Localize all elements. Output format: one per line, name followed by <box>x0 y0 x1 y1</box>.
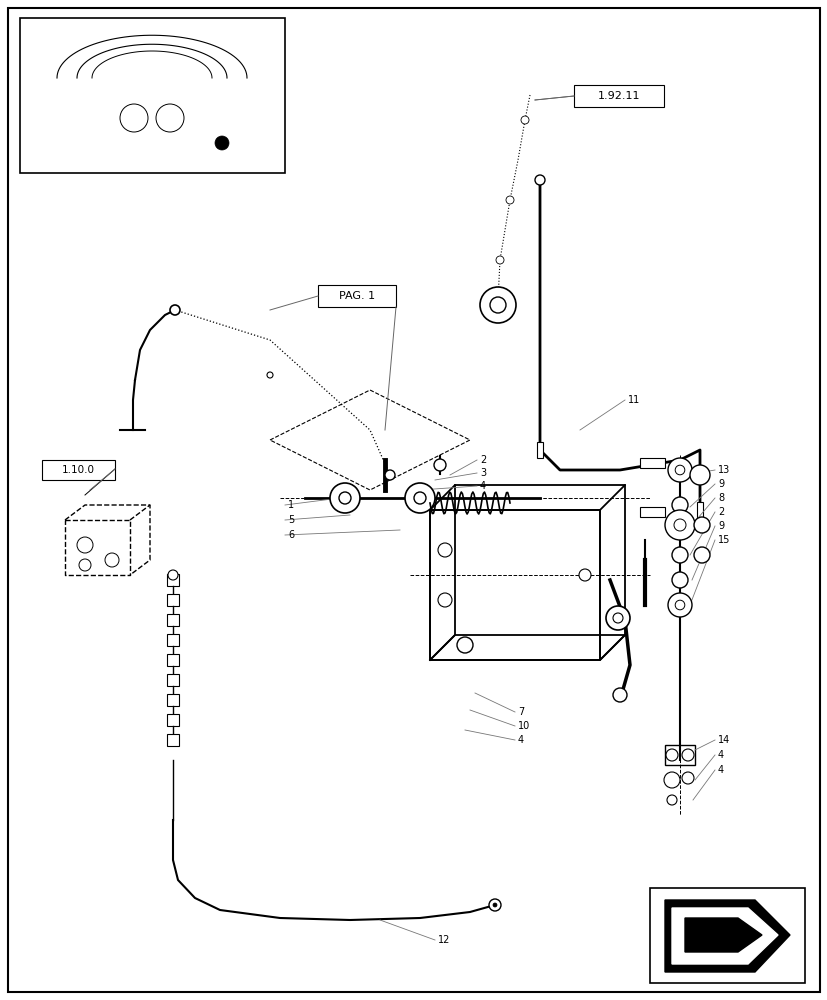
Text: 2: 2 <box>717 507 724 517</box>
Bar <box>167 674 179 686</box>
Circle shape <box>689 465 709 485</box>
Circle shape <box>338 492 351 504</box>
Text: 4: 4 <box>518 735 523 745</box>
Text: PAG. 1: PAG. 1 <box>338 291 375 301</box>
Text: 1.10.0: 1.10.0 <box>62 465 95 475</box>
Circle shape <box>664 510 694 540</box>
Bar <box>167 634 179 646</box>
Bar <box>573 85 663 107</box>
Bar <box>167 574 179 586</box>
Text: 4: 4 <box>717 765 724 775</box>
Bar <box>167 654 179 666</box>
Circle shape <box>665 749 677 761</box>
Circle shape <box>681 749 693 761</box>
Circle shape <box>505 196 514 204</box>
Bar <box>20 18 284 173</box>
Circle shape <box>693 517 709 533</box>
Text: 4: 4 <box>480 481 485 491</box>
Circle shape <box>492 903 496 907</box>
Polygon shape <box>664 900 789 972</box>
Polygon shape <box>684 918 761 952</box>
Circle shape <box>534 175 544 185</box>
Text: 11: 11 <box>627 395 639 405</box>
Bar <box>639 458 664 468</box>
Circle shape <box>414 492 425 504</box>
Bar <box>664 745 694 765</box>
Bar <box>167 694 179 706</box>
Text: 3: 3 <box>480 468 485 478</box>
Text: 1: 1 <box>288 500 294 510</box>
Text: 9: 9 <box>717 479 724 489</box>
Circle shape <box>674 600 684 610</box>
Circle shape <box>404 483 434 513</box>
Circle shape <box>667 795 676 805</box>
Circle shape <box>667 458 691 482</box>
Circle shape <box>663 772 679 788</box>
Bar <box>167 714 179 726</box>
Text: 14: 14 <box>717 735 729 745</box>
Text: 13: 13 <box>717 465 729 475</box>
Text: 8: 8 <box>717 493 724 503</box>
Circle shape <box>672 497 687 513</box>
Text: 7: 7 <box>518 707 523 717</box>
Polygon shape <box>672 908 777 964</box>
Circle shape <box>674 465 684 475</box>
Circle shape <box>437 543 452 557</box>
Circle shape <box>155 104 184 132</box>
Bar <box>537 442 543 458</box>
Text: 9: 9 <box>717 521 724 531</box>
Circle shape <box>170 305 179 315</box>
Circle shape <box>266 372 273 378</box>
Circle shape <box>672 547 687 563</box>
Circle shape <box>105 553 119 567</box>
Circle shape <box>437 593 452 607</box>
Circle shape <box>667 593 691 617</box>
Circle shape <box>168 570 178 580</box>
Bar <box>639 507 664 517</box>
Text: 12: 12 <box>437 935 450 945</box>
Circle shape <box>578 569 590 581</box>
Bar <box>167 734 179 746</box>
Circle shape <box>520 116 528 124</box>
Text: 10: 10 <box>518 721 529 731</box>
Text: 5: 5 <box>288 515 294 525</box>
Circle shape <box>330 483 360 513</box>
Circle shape <box>480 287 515 323</box>
Circle shape <box>681 772 693 784</box>
Bar <box>167 614 179 626</box>
Circle shape <box>495 256 504 264</box>
Text: 1.92.11: 1.92.11 <box>597 91 639 101</box>
Circle shape <box>673 519 686 531</box>
Circle shape <box>605 606 629 630</box>
Bar <box>42 460 115 480</box>
Text: 6: 6 <box>288 530 294 540</box>
Circle shape <box>693 547 709 563</box>
Circle shape <box>77 537 93 553</box>
Bar <box>318 285 395 307</box>
Text: 2: 2 <box>480 455 485 465</box>
Circle shape <box>120 104 148 132</box>
Bar <box>167 594 179 606</box>
Bar <box>696 502 702 518</box>
Circle shape <box>672 572 687 588</box>
Circle shape <box>490 297 505 313</box>
Circle shape <box>489 899 500 911</box>
Circle shape <box>79 559 91 571</box>
Bar <box>649 888 804 983</box>
Text: 15: 15 <box>717 535 729 545</box>
Circle shape <box>457 637 472 653</box>
Circle shape <box>215 136 229 150</box>
Circle shape <box>612 688 626 702</box>
Circle shape <box>433 459 446 471</box>
Text: 4: 4 <box>717 750 724 760</box>
Circle shape <box>612 613 622 623</box>
Circle shape <box>385 470 394 480</box>
